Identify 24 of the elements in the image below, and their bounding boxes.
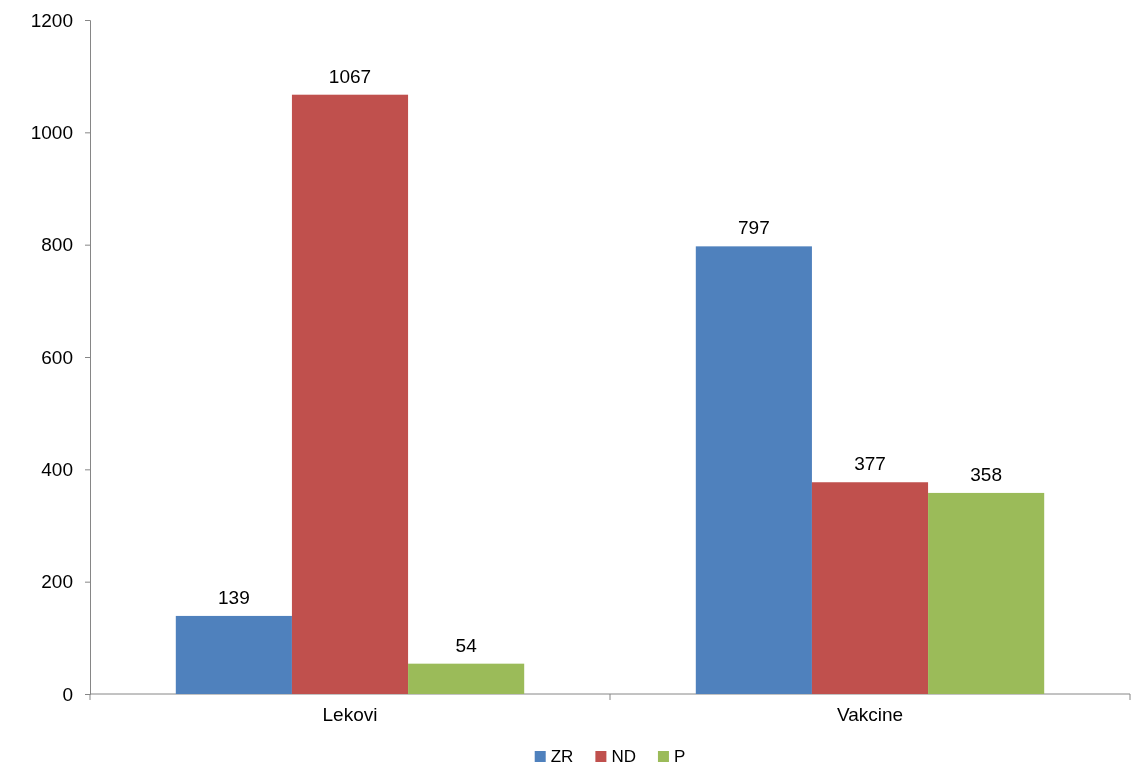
y-tick-label: 600 [41, 346, 73, 368]
data-label: 377 [854, 453, 886, 475]
legend-label: ZR [550, 747, 574, 766]
data-label: 1067 [328, 65, 372, 87]
bar [291, 94, 409, 694]
data-label: 54 [455, 634, 478, 656]
y-tick-label: 0 [62, 683, 73, 705]
bar [928, 492, 1045, 694]
data-label: 139 [218, 586, 250, 608]
bar [811, 482, 929, 694]
bar [695, 246, 812, 694]
y-tick-label: 1000 [30, 121, 73, 143]
bar [175, 615, 292, 694]
y-tick-label: 400 [41, 458, 73, 480]
x-tick-label: Lekovi [322, 704, 378, 726]
data-label: 797 [738, 217, 770, 239]
data-label: 358 [970, 463, 1002, 485]
x-tick-label: Vakcine [836, 704, 904, 726]
bar [408, 663, 525, 694]
y-tick-label: 1200 [30, 9, 73, 31]
y-tick-label: 800 [41, 234, 73, 256]
legend-label: ND [611, 747, 636, 766]
y-tick-label: 200 [41, 571, 73, 593]
legend-label: P [673, 747, 686, 766]
